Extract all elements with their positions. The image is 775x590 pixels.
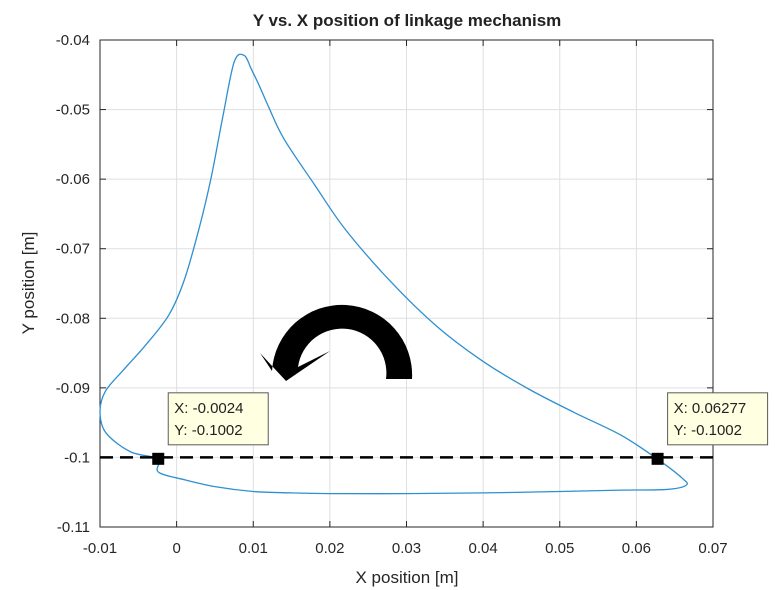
datatip-y-text: Y: -0.1002: [174, 422, 242, 439]
datatip-box: [167, 392, 269, 446]
datatips: X: -0.0024 Y: -0.1002 X: 0.06277 Y: -0.1002: [152, 392, 769, 465]
y-tick-label: -0.1: [64, 449, 90, 466]
y-tick-label: -0.06: [56, 171, 90, 188]
rotation-arrow-icon: [260, 304, 413, 381]
x-tick-label: 0.04: [469, 540, 498, 557]
x-tick-label: 0.03: [392, 540, 421, 557]
y-tick-label: -0.05: [56, 102, 90, 119]
x-axis-label: X position [m]: [356, 568, 459, 587]
x-tick-label: 0.01: [239, 540, 268, 557]
x-tick-label: 0.02: [315, 540, 344, 557]
datatip-y-text: Y: -0.1002: [674, 422, 742, 439]
datatip-marker[interactable]: [651, 452, 664, 465]
datatip-x-text: X: 0.06277: [674, 400, 747, 417]
axis-ticks: [99, 39, 714, 528]
x-tick-label: 0.07: [698, 540, 727, 557]
datatip-box: [667, 392, 769, 446]
datatip-x-text: X: -0.0024: [174, 400, 243, 417]
y-tick-label: -0.08: [56, 310, 90, 327]
x-tick-label: 0: [172, 540, 180, 557]
datatip[interactable]: X: -0.0024 Y: -0.1002: [152, 392, 269, 465]
datatip[interactable]: X: 0.06277 Y: -0.1002: [651, 392, 769, 465]
chart-title: Y vs. X position of linkage mechanism: [253, 11, 562, 30]
y-tick-labels: -0.04 -0.05 -0.06 -0.07 -0.08 -0.09 -0.1 -0.11: [56, 32, 90, 536]
x-tick-labels: -0.01 0 0.01 0.02 0.03 0.04 0.05 0.06 0.07: [83, 540, 728, 557]
y-tick-label: -0.09: [56, 380, 90, 397]
x-tick-label: 0.06: [622, 540, 651, 557]
y-tick-label: -0.11: [57, 519, 90, 536]
y-tick-label: -0.04: [56, 32, 90, 49]
x-tick-label: -0.01: [83, 540, 117, 557]
y-tick-label: -0.07: [56, 241, 90, 258]
datatip-marker[interactable]: [152, 452, 165, 465]
y-axis-label: Y position [m]: [19, 232, 38, 335]
x-tick-label: 0.05: [545, 540, 574, 557]
series-line-linkage-path: [99, 53, 689, 495]
